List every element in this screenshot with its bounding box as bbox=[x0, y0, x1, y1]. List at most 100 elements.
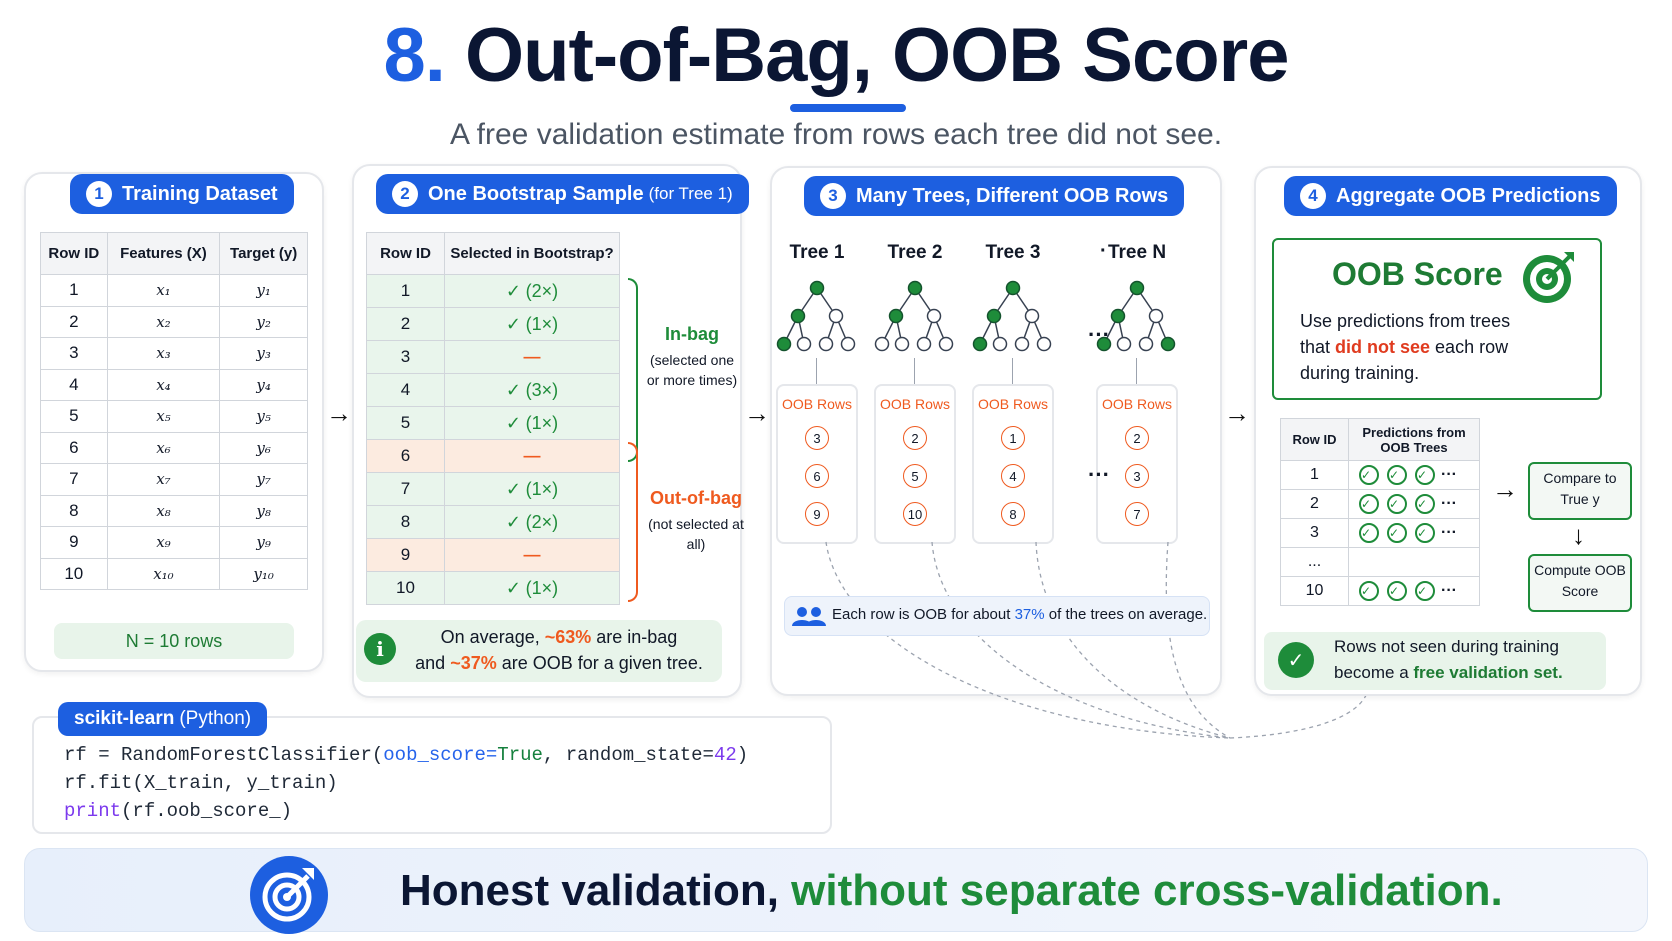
oob-rows-label: OOB Rows bbox=[781, 396, 852, 412]
check-circle-icon: ✓ bbox=[1415, 581, 1435, 601]
table-row: 5 x₅ y₅ bbox=[40, 400, 308, 433]
more-icon: ··· bbox=[1441, 582, 1457, 599]
cell-selected: ✓ (1×) bbox=[444, 472, 620, 506]
arrow-right-icon: → bbox=[1224, 398, 1250, 428]
bootstrap-table: Row ID Selected in Bootstrap? 1 ✓ (2×) 2 ✓ … bbox=[366, 232, 620, 605]
col-target: Target (y) bbox=[219, 232, 308, 275]
table-row: 5 ✓ (1×) bbox=[366, 406, 620, 440]
oob-title: Out-of-bag bbox=[650, 488, 742, 508]
col-predictions: Predictions from OOB Trees bbox=[1348, 418, 1480, 461]
cell-feature: x₂ bbox=[106, 305, 221, 338]
table-row: 8 ✓ (2×) bbox=[366, 505, 620, 539]
title-text: Out-of-Bag, OOB Score bbox=[465, 13, 1289, 98]
inbag-label: In-bag (selected one or more times) bbox=[646, 324, 738, 390]
selection-count: (2×) bbox=[525, 511, 559, 532]
ellipsis: ··· bbox=[1088, 322, 1110, 347]
cell-selected: ✓ (1×) bbox=[444, 406, 620, 440]
check-circle-icon: ✓ bbox=[1415, 465, 1435, 485]
panel3-heading: 3 Many Trees, Different OOB Rows bbox=[804, 176, 1185, 216]
cell-row-id: 4 bbox=[40, 368, 108, 401]
oob-row-number: 3 bbox=[1125, 464, 1149, 488]
note-text: of the trees on average. bbox=[1044, 606, 1208, 623]
code-token: True bbox=[497, 744, 543, 766]
cell-selected: ✓ (2×) bbox=[444, 505, 620, 539]
oob-desc: (not selected at all) bbox=[648, 516, 744, 552]
panel3-heading-label: Many Trees, Different OOB Rows bbox=[856, 184, 1169, 207]
cell-row-id: 5 bbox=[366, 406, 445, 440]
oob-rows-card: OOB Rows 2 3 7 bbox=[1096, 384, 1178, 544]
validation-note bbox=[1264, 632, 1606, 690]
step-badge-3: 3 bbox=[820, 183, 846, 209]
cell-row-id: 3 bbox=[1280, 518, 1349, 548]
tree-title: Tree 1 bbox=[789, 242, 845, 263]
code-token: 42 bbox=[713, 744, 737, 766]
panel2-heading: 2 One Bootstrap Sample (for Tree 1) bbox=[376, 174, 749, 214]
code-line-2: rf.fit(X_train, y_train) bbox=[64, 772, 338, 794]
check-circle-icon: ✓ bbox=[1359, 465, 1379, 485]
selection-count: (1×) bbox=[525, 478, 559, 499]
oob-score-title: OOB Score bbox=[1332, 256, 1503, 292]
note-text: On average, bbox=[440, 627, 545, 647]
note-highlight: free validation set. bbox=[1413, 663, 1563, 682]
tree-icon bbox=[776, 280, 856, 352]
connector-curve bbox=[931, 541, 1231, 739]
code-label-suffix: (Python) bbox=[179, 708, 252, 729]
tree-icon bbox=[1096, 280, 1176, 352]
oob-predictions-table: Row ID Predictions from OOB Trees 1 ✓ ✓ ✓ ··… bbox=[1280, 418, 1480, 606]
oob-rows-label: OOB Rows bbox=[1101, 396, 1172, 412]
oob-row-number: 9 bbox=[805, 502, 829, 526]
connector-curve bbox=[825, 541, 1231, 739]
table-row: 9— bbox=[366, 538, 620, 572]
code-heading: scikit-learn (Python) bbox=[58, 702, 268, 736]
cell-feature: x₅ bbox=[106, 400, 221, 433]
check-icon: ✓ bbox=[505, 577, 521, 598]
inbag-percent: ~63% bbox=[544, 627, 592, 647]
table-row: 7 x₇ y₇ bbox=[40, 463, 308, 496]
compare-to-true-y: Compare to True y bbox=[1528, 462, 1632, 520]
tree-title: Tree N bbox=[1107, 242, 1167, 263]
oob-row-number: 1 bbox=[1001, 426, 1025, 450]
cell-feature: x₆ bbox=[106, 431, 221, 464]
code-label: scikit-learn bbox=[74, 708, 175, 729]
trees-note-text: Each row is OOB for about 37% of the tre… bbox=[832, 606, 1207, 623]
training-table: Row ID Features (X) Target (y) 1 x₁ y₁ 2 x₂ y… bbox=[40, 232, 308, 590]
step-badge-1: 1 bbox=[86, 181, 112, 207]
title-underline bbox=[790, 104, 906, 112]
selection-count: (1×) bbox=[525, 313, 559, 334]
cell-row-id: 8 bbox=[40, 494, 108, 527]
panel4-heading: 4 Aggregate OOB Predictions bbox=[1284, 176, 1617, 216]
note-text: Rows not seen during training become a bbox=[1334, 637, 1559, 682]
info-icon: i bbox=[364, 633, 396, 665]
connector-curve bbox=[1165, 541, 1231, 739]
compute-oob-score: Compute OOB Score bbox=[1528, 554, 1632, 612]
tree-connector bbox=[914, 358, 915, 384]
table-row: 10 ✓ (1×) bbox=[366, 571, 620, 605]
ellipsis: ··· bbox=[1088, 462, 1110, 487]
cell-row-id: 9 bbox=[40, 526, 108, 559]
check-icon: ✓ bbox=[505, 313, 521, 334]
note-text: and bbox=[415, 653, 451, 673]
check-circle-icon: ✓ bbox=[1359, 581, 1379, 601]
cell-row-id: 9 bbox=[366, 538, 445, 572]
table-row: 4 ✓ (3×) bbox=[366, 373, 620, 407]
cell-row-id: 2 bbox=[1280, 489, 1349, 519]
cell-target: y₉ bbox=[219, 526, 308, 559]
cell-row-id: 8 bbox=[366, 505, 445, 539]
oob-row-number: 7 bbox=[1125, 502, 1149, 526]
cell-target: y₁₀ bbox=[219, 557, 308, 590]
oob-tree-percent: 37% bbox=[1014, 606, 1045, 623]
table-row: 10 x₁₀ y₁₀ bbox=[40, 557, 308, 590]
table-row: ... bbox=[1280, 547, 1480, 577]
banner-text: Honest validation, without separate cros… bbox=[400, 866, 1503, 916]
target-icon bbox=[1523, 252, 1574, 303]
more-icon: ··· bbox=[1441, 495, 1457, 512]
tree-title: Tree 3 bbox=[985, 242, 1041, 263]
check-icon: ✓ bbox=[505, 412, 521, 433]
oob-row-number: 8 bbox=[1001, 502, 1025, 526]
panel1-heading: 1 Training Dataset bbox=[70, 174, 294, 214]
code-line-3: print(rf.oob_score_) bbox=[64, 800, 292, 822]
check-icon: ✓ bbox=[505, 280, 521, 301]
check-icon: ✓ bbox=[505, 379, 521, 400]
code-token: rf = RandomForestClassifier( bbox=[64, 744, 384, 766]
code-token: print bbox=[64, 800, 122, 822]
